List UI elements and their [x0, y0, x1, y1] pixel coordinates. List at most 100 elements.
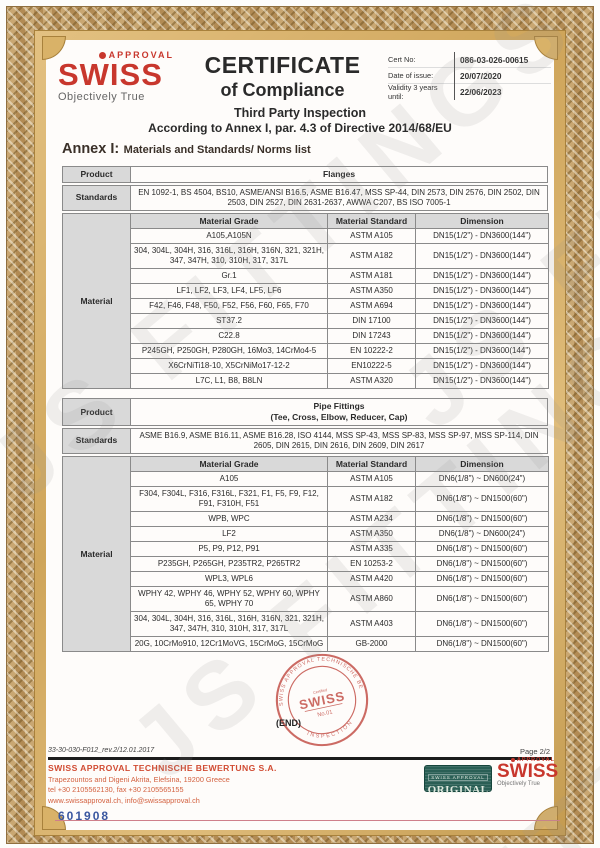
material-table: Material Material Grade Material Standar…	[62, 212, 549, 390]
product-row-table: Product Pipe Fittings (Tee, Cross, Elbow…	[62, 398, 548, 426]
standard-cell: DIN 17100	[327, 313, 416, 330]
col-header-grade: Material Grade	[130, 212, 328, 230]
table-header-row: Material Material Grade Material Standar…	[62, 212, 549, 390]
footer-divider	[48, 757, 552, 760]
logo-brand-text: SWISS	[58, 57, 163, 92]
col-header-dimension: Dimension	[415, 212, 549, 230]
bottom-red-line	[55, 820, 560, 821]
table-row: 304, 304L, 304H, 316, 316L, 316H, 316N, …	[63, 611, 549, 638]
grade-cell: F42, F46, F48, F50, F52, F56, F60, F65, …	[130, 298, 328, 315]
dimension-cell: DN15(1/2") - DN3600(144")	[415, 343, 549, 360]
standards-value: ASME B16.9, ASME B16.11, ASME B16.28, IS…	[130, 427, 548, 454]
stamp-certified-text: Certified	[313, 688, 328, 695]
grade-cell: 20G, 10CrMo910, 12Cr1MoVG, 15CrMoG, 15Cr…	[130, 636, 328, 653]
standard-cell: ASTM A234	[327, 511, 416, 528]
table-row: Gr.1 ASTM A181 DN15(1/2") - DN3600(144")	[63, 268, 549, 285]
table-row: L7C, L1, B8, B8LN ASTM A320 DN15(1/2") - D…	[63, 373, 549, 390]
dimension-cell: DN6(1/8") ~ DN1500(60")	[415, 511, 549, 528]
company-name: SWISS APPROVAL TECHNISCHE BEWERTUNG S.A.	[48, 763, 277, 773]
logo-approval-text: APPROVAL	[497, 757, 555, 763]
company-phone: tel +30 2105562130, fax +30 2105565155	[48, 785, 184, 794]
grade-cell: P235GH, P265GH, P235TR2, P265TR2	[130, 556, 328, 573]
standards-label: Standards	[62, 427, 131, 454]
table-row: P235GH, P265GH, P235TR2, P265TR2 EN 10253…	[63, 556, 549, 573]
corner-ornament	[42, 806, 66, 830]
table-header-row: Material Material Grade Material Standar…	[62, 455, 549, 653]
standards-label: Standards	[62, 184, 131, 211]
standards-row-table: Standards ASME B16.9, ASME B16.11, ASME …	[62, 427, 548, 454]
dimension-cell: DN6(1/8") ~ DN600(24")	[415, 471, 549, 488]
subtitle-directive: According to Annex I, par. 4.3 of Direct…	[148, 121, 452, 135]
grade-cell: C22.8	[130, 328, 328, 345]
table-row: F42, F46, F48, F50, F52, F56, F60, F65, …	[63, 298, 549, 315]
issue-date-label: Date of issue:	[388, 71, 434, 80]
annex-title: Materials and Standards/ Norms list	[123, 144, 311, 156]
grade-cell: WPHY 42, WPHY 46, WPHY 52, WPHY 60, WPHY…	[130, 586, 328, 613]
stamp-number-text: No.01	[317, 710, 333, 719]
grade-cell: ST37.2	[130, 313, 328, 330]
dimension-cell: DN6(1/8") ~ DN1500(60")	[415, 556, 549, 573]
logo-tagline: Objectively True	[58, 91, 145, 104]
cert-no-value: 086-03-026-00615	[454, 51, 528, 68]
dimension-cell: DN15(1/2") - DN3600(144")	[415, 228, 549, 245]
standard-cell: ASTM A105	[327, 471, 416, 488]
standard-cell: ASTM A403	[327, 611, 416, 638]
material-label: Material	[62, 212, 131, 390]
cert-info-box: Cert No: 086-03-026-00615 Date of issue:…	[388, 51, 551, 101]
logo-dot-icon	[510, 757, 515, 762]
swiss-approval-logo-small: APPROVAL SWISS Objectively True	[497, 757, 558, 787]
col-header-standard: Material Standard	[327, 212, 416, 230]
product-label: Product	[62, 398, 131, 426]
grade-cell: WPB, WPC	[130, 511, 328, 528]
standard-cell: ASTM A320	[327, 373, 416, 390]
issue-date-value: 20/07/2020	[454, 67, 502, 84]
standards-row-table: Standards EN 1092-1, BS 4504, BS10, ASME…	[62, 184, 548, 211]
dimension-cell: DN6(1/8") ~ DN1500(60")	[415, 586, 549, 613]
standard-cell: ASTM A182	[327, 243, 416, 270]
table-row: A105 ASTM A105 DN6(1/8") ~ DN600(24")	[63, 471, 549, 488]
dimension-cell: DN6(1/8") ~ DN600(24")	[415, 526, 549, 543]
col-header-dimension: Dimension	[415, 455, 549, 473]
product-value: Flanges	[130, 166, 548, 183]
pipe-fittings-table: Product Pipe Fittings (Tee, Cross, Elbow…	[62, 398, 549, 653]
grade-cell: 304, 304L, 304H, 316, 316L, 316H, 316N, …	[130, 243, 328, 270]
table-row: P5, P9, P12, P91 ASTM A335 DN6(1/8") ~ DN1…	[63, 541, 549, 558]
original-stamp-text: ORIGINAL	[427, 784, 489, 796]
subtitle-inspection: Third Party Inspection	[234, 106, 366, 120]
standard-cell: EN 10222-2	[327, 343, 416, 360]
end-note: (END)	[276, 718, 301, 728]
flanges-table: Product Flanges Standards EN 1092-1, BS …	[62, 166, 549, 390]
document-reference: 33-30-030-F012_rev.2/12.01.2017	[48, 747, 155, 754]
company-web: www.swissapproval.ch, info@swissapproval…	[48, 795, 200, 805]
table-row: C22.8 DIN 17243 DN15(1/2") - DN3600(144")	[63, 328, 549, 345]
dimension-cell: DN15(1/2") - DN3600(144")	[415, 268, 549, 285]
product-subtitle: (Tee, Cross, Elbow, Reducer, Cap)	[270, 411, 408, 422]
validity-label: Validity 3 years until:	[388, 83, 438, 101]
standard-cell: ASTM A335	[327, 541, 416, 558]
table-row: LF1, LF2, LF3, LF4, LF5, LF6 ASTM A350 DN1…	[63, 283, 549, 300]
original-stamp-header: SWISS APPROVAL	[428, 774, 488, 781]
dimension-cell: DN6(1/8") ~ DN1500(60")	[415, 571, 549, 588]
grade-cell: WPL3, WPL6	[130, 571, 328, 588]
grade-cell: A105,A105N	[130, 228, 328, 245]
certificate-title: CERTIFICATE of Compliance	[175, 52, 390, 101]
standards-value: EN 1092-1, BS 4504, BS10, ASME/ANSI B16.…	[130, 184, 548, 211]
original-stamp: SWISS APPROVAL ORIGINAL	[424, 765, 492, 796]
table-row: F304, F304L, F316, F316L, F321, F1, F5, …	[63, 486, 549, 513]
table-row: X6CrNiTi18-10, X5CrNiMo17-12-2 EN10222-5 D…	[63, 358, 549, 375]
material-table: Material Material Grade Material Standar…	[62, 455, 549, 653]
grade-cell: Gr.1	[130, 268, 328, 285]
swiss-approval-logo: APPROVAL SWISS Objectively True	[58, 50, 188, 103]
logo-dot-icon	[98, 52, 106, 60]
validity-value: 22/06/2023	[454, 84, 502, 100]
dimension-cell: DN6(1/8") ~ DN1500(60")	[415, 486, 549, 513]
dimension-cell: DN15(1/2") - DN3600(144")	[415, 358, 549, 375]
grade-cell: X6CrNiTi18-10, X5CrNiMo17-12-2	[130, 358, 328, 375]
annex-prefix: Annex I:	[62, 141, 120, 157]
cert-info-row: Validity 3 years until: 22/06/2023	[388, 83, 551, 101]
product-name: Pipe Fittings	[313, 401, 365, 412]
dimension-cell: DN15(1/2") - DN3600(144")	[415, 243, 549, 270]
standard-cell: EN10222-5	[327, 358, 416, 375]
grade-cell: 304, 304L, 304H, 316, 316L, 316H, 316N, …	[130, 611, 328, 638]
